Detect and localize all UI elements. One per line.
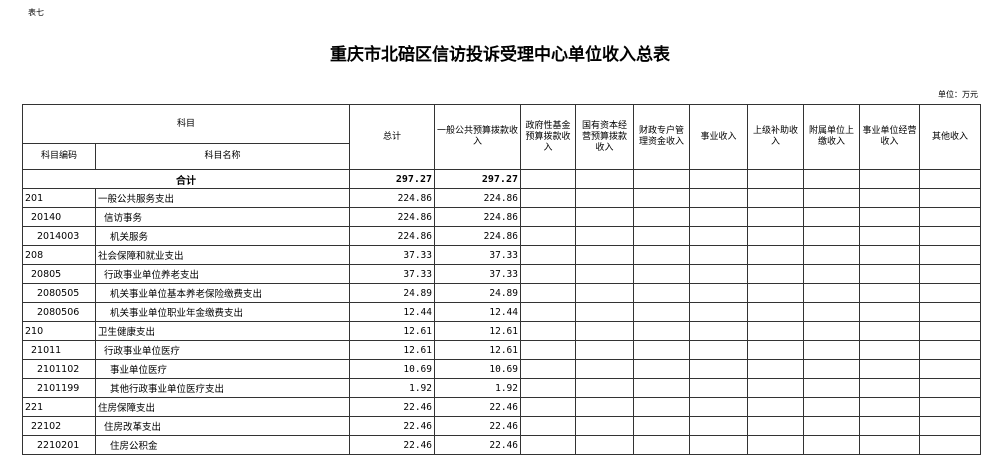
row-total: 224.86 <box>349 188 435 208</box>
row-name: 一般公共服务支出 <box>95 188 350 208</box>
row-name: 其他行政事业单位医疗支出 <box>95 378 350 398</box>
row-general: 24.89 <box>434 283 521 303</box>
row-general: 1.92 <box>434 378 521 398</box>
header-subject: 科目 <box>22 104 350 144</box>
row-name: 行政事业单位医疗 <box>95 340 350 360</box>
row-total: 224.86 <box>349 226 435 246</box>
header-name: 科目名称 <box>95 143 350 170</box>
header-business: 事业收入 <box>689 104 748 170</box>
row-code: 210 <box>22 321 96 341</box>
header-total: 总计 <box>349 104 435 170</box>
row-total: 37.33 <box>349 264 435 284</box>
page-title: 重庆市北碚区信访投诉受理中心单位收入总表 <box>330 45 670 65</box>
row-code: 2101102 <box>22 359 96 379</box>
row-code: 20140 <box>22 207 96 227</box>
header-operating: 事业单位经营收入 <box>859 104 920 170</box>
row-general: 12.61 <box>434 321 521 341</box>
row-general: 224.86 <box>434 226 521 246</box>
header-gov-fund: 政府性基金预算拨款收入 <box>520 104 576 170</box>
table-number: 表七 <box>28 8 44 17</box>
row-total: 10.69 <box>349 359 435 379</box>
header-special-account: 财政专户管理资金收入 <box>633 104 690 170</box>
row-general: 22.46 <box>434 416 521 436</box>
header-code: 科目编码 <box>22 143 96 170</box>
table-row: 21011 行政事业单位医疗 12.61 12.61 <box>22 340 981 360</box>
table-row: 22102 住房改革支出 22.46 22.46 <box>22 416 981 436</box>
header-other: 其他收入 <box>919 104 981 170</box>
row-name: 社会保障和就业支出 <box>95 245 350 265</box>
row-name: 机关服务 <box>95 226 350 246</box>
row-total: 12.44 <box>349 302 435 322</box>
row-code: 2210201 <box>22 435 96 455</box>
row-name: 住房保障支出 <box>95 397 350 417</box>
row-total: 1.92 <box>349 378 435 398</box>
row-code: 2101199 <box>22 378 96 398</box>
row-general: 37.33 <box>434 264 521 284</box>
row-total: 12.61 <box>349 340 435 360</box>
unit-label: 单位：万元 <box>938 90 978 99</box>
table-row: 210 卫生健康支出 12.61 12.61 <box>22 321 981 341</box>
row-general: 22.46 <box>434 397 521 417</box>
row-total: 22.46 <box>349 416 435 436</box>
table-row: 2101199 其他行政事业单位医疗支出 1.92 1.92 <box>22 378 981 398</box>
row-code: 2080506 <box>22 302 96 322</box>
row-code: 201 <box>22 188 96 208</box>
income-table: 科目 总计 一般公共预算拨款收入 政府性基金预算拨款收入 国有资本经营预算拨款收… <box>22 104 981 455</box>
row-total: 24.89 <box>349 283 435 303</box>
row-general: 224.86 <box>434 188 521 208</box>
row-code: 21011 <box>22 340 96 360</box>
row-total: 22.46 <box>349 397 435 417</box>
header-state-capital: 国有资本经营预算拨款收入 <box>575 104 634 170</box>
row-general: 12.61 <box>434 340 521 360</box>
table-row: 2210201 住房公积金 22.46 22.46 <box>22 435 981 455</box>
table-row: 20805 行政事业单位养老支出 37.33 37.33 <box>22 264 981 284</box>
row-general: 22.46 <box>434 435 521 455</box>
table-row: 2080506 机关事业单位职业年金缴费支出 12.44 12.44 <box>22 302 981 322</box>
row-total: 37.33 <box>349 245 435 265</box>
row-general: 224.86 <box>434 207 521 227</box>
table-row: 20140 信访事务 224.86 224.86 <box>22 207 981 227</box>
total-row: 合计 297.27 297.27 <box>22 169 981 189</box>
row-code: 208 <box>22 245 96 265</box>
row-name: 行政事业单位养老支出 <box>95 264 350 284</box>
row-code: 20805 <box>22 264 96 284</box>
row-name: 卫生健康支出 <box>95 321 350 341</box>
table-row: 208 社会保障和就业支出 37.33 37.33 <box>22 245 981 265</box>
header-affiliated: 附属单位上缴收入 <box>803 104 860 170</box>
table-row: 2014003 机关服务 224.86 224.86 <box>22 226 981 246</box>
table-row: 201 一般公共服务支出 224.86 224.86 <box>22 188 981 208</box>
total-value: 297.27 <box>349 169 435 189</box>
row-name: 事业单位医疗 <box>95 359 350 379</box>
row-name: 住房公积金 <box>95 435 350 455</box>
row-total: 12.61 <box>349 321 435 341</box>
total-label: 合计 <box>22 169 350 189</box>
row-code: 22102 <box>22 416 96 436</box>
row-total: 224.86 <box>349 207 435 227</box>
table-row: 2101102 事业单位医疗 10.69 10.69 <box>22 359 981 379</box>
row-general: 10.69 <box>434 359 521 379</box>
row-name: 住房改革支出 <box>95 416 350 436</box>
header-general: 一般公共预算拨款收入 <box>434 104 521 170</box>
total-general: 297.27 <box>434 169 521 189</box>
row-code: 221 <box>22 397 96 417</box>
table-row: 221 住房保障支出 22.46 22.46 <box>22 397 981 417</box>
row-name: 机关事业单位职业年金缴费支出 <box>95 302 350 322</box>
row-code: 2014003 <box>22 226 96 246</box>
row-general: 12.44 <box>434 302 521 322</box>
row-total: 22.46 <box>349 435 435 455</box>
row-name: 机关事业单位基本养老保险缴费支出 <box>95 283 350 303</box>
row-name: 信访事务 <box>95 207 350 227</box>
header-superior: 上级补助收入 <box>747 104 804 170</box>
row-code: 2080505 <box>22 283 96 303</box>
row-general: 37.33 <box>434 245 521 265</box>
table-row: 2080505 机关事业单位基本养老保险缴费支出 24.89 24.89 <box>22 283 981 303</box>
